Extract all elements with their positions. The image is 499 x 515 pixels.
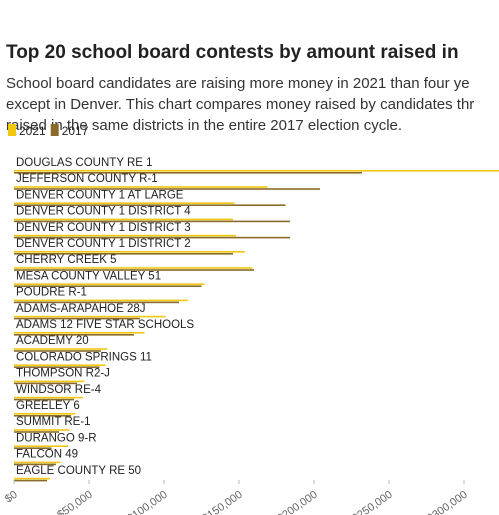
chart-title: Top 20 school board contests by amount r… — [6, 42, 459, 63]
x-tick-label: $100,000 — [125, 489, 169, 515]
category-label: MESA COUNTY VALLEY 51 — [16, 270, 161, 282]
bar — [14, 188, 320, 190]
x-tick-label: $250,000 — [350, 489, 394, 515]
category-label: COLORADO SPRINGS 11 — [16, 351, 152, 363]
bar — [14, 348, 107, 350]
bar — [14, 202, 235, 204]
subtitle: raised in the same districts in the enti… — [6, 117, 402, 134]
bar — [14, 364, 106, 366]
bar — [14, 350, 101, 352]
subtitle: School board candidates are raising more… — [6, 75, 470, 92]
bar — [14, 234, 236, 237]
x-tick-label: $0 — [3, 489, 20, 506]
bar — [14, 267, 253, 269]
bar — [14, 382, 77, 385]
bar — [14, 186, 268, 188]
bar — [14, 220, 290, 223]
bar — [14, 334, 134, 336]
bar — [14, 461, 61, 464]
x-tick-label: $50,000 — [55, 489, 94, 515]
legend-label: 2021 — [19, 124, 46, 138]
bar — [14, 236, 290, 239]
category-label: DURANGO 9-R — [16, 432, 97, 444]
legend-swatch — [8, 124, 16, 136]
category-label: FALCON 49 — [16, 449, 78, 461]
bar — [14, 301, 179, 304]
bar — [14, 170, 499, 172]
category-label: WINDSOR RE-4 — [16, 384, 102, 396]
bar — [14, 463, 56, 466]
bar — [14, 332, 145, 334]
category-label: DENVER COUNTY 1 DISTRICT 2 — [16, 238, 191, 250]
category-label: GREELEY 6 — [16, 400, 80, 412]
bar — [14, 251, 245, 253]
bar — [14, 477, 50, 480]
category-label: SUMMIT RE-1 — [16, 416, 91, 428]
bar — [14, 204, 286, 206]
x-tick-label: $150,000 — [200, 489, 244, 515]
category-label: JEFFERSON COUNTY R-1 — [16, 173, 158, 185]
category-label: DENVER COUNTY 1 DISTRICT 4 — [16, 206, 191, 218]
bar — [14, 269, 254, 271]
bar — [14, 479, 47, 482]
bar — [14, 415, 71, 417]
bar — [14, 447, 52, 449]
category-label: ACADEMY 20 — [16, 335, 89, 347]
bar — [14, 315, 166, 318]
subtitle: except in Denver. This chart compares mo… — [6, 96, 474, 113]
bar — [14, 398, 74, 401]
category-label: EAGLE COUNTY RE 50 — [16, 465, 141, 477]
category-label: POUDRE R-1 — [16, 287, 87, 299]
bar — [14, 285, 202, 287]
bar — [14, 283, 205, 285]
bar — [14, 380, 85, 383]
bar — [14, 253, 233, 255]
bar — [14, 413, 76, 415]
category-label: CHERRY CREEK 5 — [16, 254, 117, 266]
bar — [14, 429, 70, 431]
bar — [14, 218, 233, 221]
bar — [14, 445, 68, 447]
category-label: ADAMS 12 FIVE STAR SCHOOLS — [16, 319, 194, 331]
x-tick-label: $200,000 — [275, 489, 319, 515]
bar — [14, 172, 362, 174]
category-label: DOUGLAS COUNTY RE 1 — [16, 157, 153, 169]
legend-swatch — [50, 124, 59, 136]
bar — [14, 431, 59, 433]
category-label: DENVER COUNTY 1 DISTRICT 3 — [16, 222, 191, 234]
bar — [14, 366, 100, 368]
bar — [14, 396, 83, 399]
legend-label: 2017 — [62, 124, 89, 138]
category-label: THOMPSON R2-J — [16, 368, 110, 380]
x-tick-label: $300,000 — [425, 489, 469, 515]
bar — [14, 299, 188, 302]
bar — [14, 317, 140, 320]
category-label: DENVER COUNTY 1 AT LARGE — [16, 189, 184, 201]
category-label: ADAMS-ARAPAHOE 28J — [16, 303, 146, 315]
